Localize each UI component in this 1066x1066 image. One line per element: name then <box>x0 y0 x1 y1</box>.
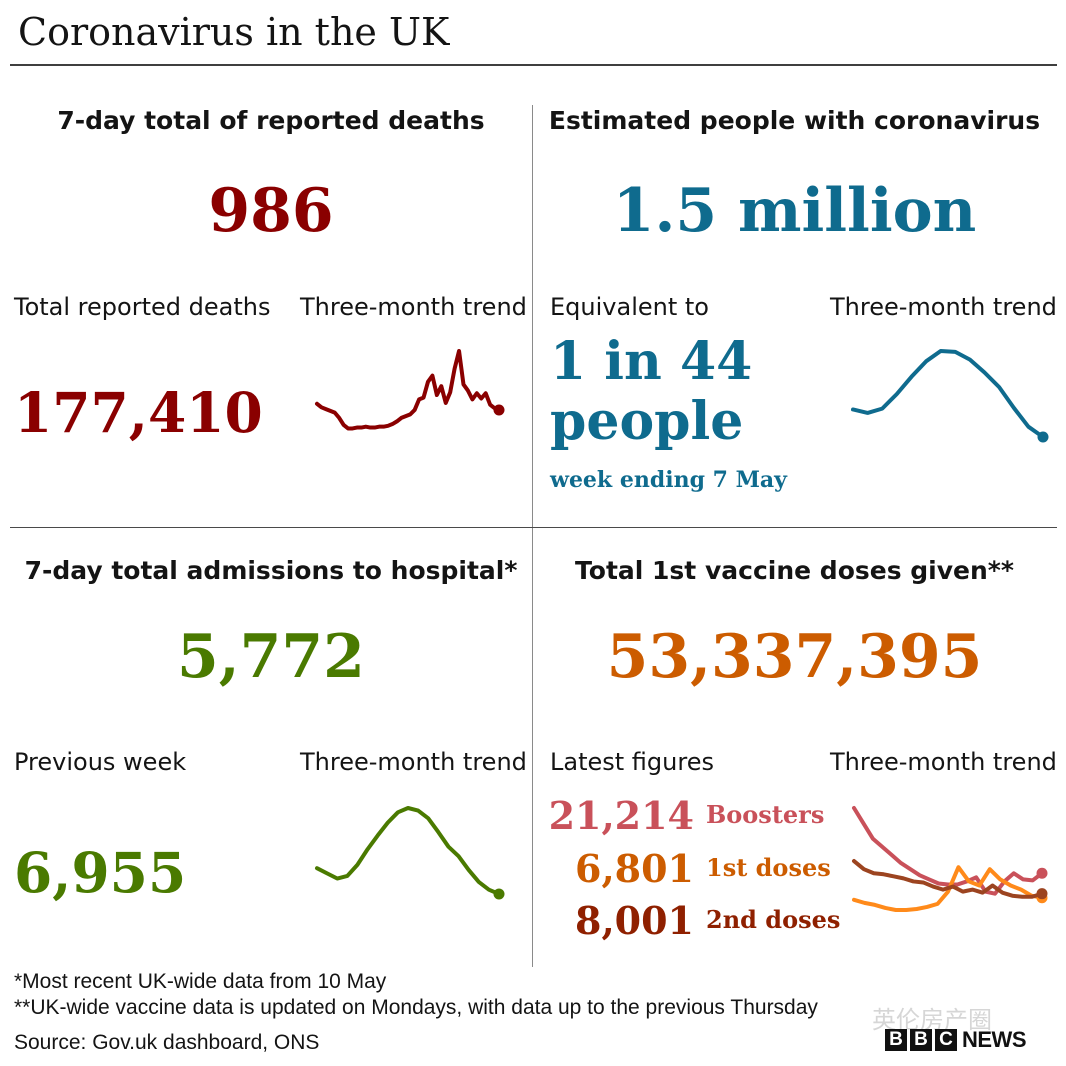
sparkline-estimated-infections <box>851 349 1045 439</box>
panel-title-vaccines: Total 1st vaccine doses given** <box>575 556 1014 585</box>
equivalent-label: Equivalent to <box>550 293 709 321</box>
sparkline-end-dot <box>1036 888 1048 900</box>
bbc-logo-letter-b1: B <box>885 1029 907 1051</box>
panel-title-hospital: 7-day total admissions to hospital* <box>24 556 518 585</box>
source-note: Source: Gov.uk dashboard, ONS <box>14 1031 320 1054</box>
latest-figures-label: Latest figures <box>550 748 714 776</box>
footnote-vaccine: **UK-wide vaccine data is updated on Mon… <box>14 996 818 1019</box>
boosters-label: Boosters <box>706 800 825 829</box>
bbc-logo-letter-c: C <box>935 1029 957 1051</box>
total-deaths-value: 177,410 <box>14 380 263 445</box>
boosters-value: 21,214 <box>548 793 694 838</box>
ratio-value-line1: 1 in 44 <box>550 331 753 392</box>
deaths-trend-sparkline <box>315 349 505 431</box>
second-doses-label: 2nd doses <box>706 905 841 934</box>
sparkline-deaths <box>315 349 501 431</box>
second-doses-value: 8,001 <box>575 898 694 943</box>
hospital-trend-sparkline <box>315 806 505 900</box>
deaths-7day-value: 986 <box>208 176 334 246</box>
vertical-divider <box>532 105 533 967</box>
first-doses-label: 1st doses <box>706 853 831 882</box>
total-deaths-label: Total reported deaths <box>14 293 271 321</box>
sparkline-end-dot <box>493 404 505 416</box>
first-doses-value: 6,801 <box>575 846 694 891</box>
sparkline-end-dot <box>1037 431 1049 443</box>
previous-week-label: Previous week <box>14 748 187 776</box>
sparkline-admissions <box>315 806 501 896</box>
sparkline-2nd-doses <box>852 859 1044 899</box>
infections-trend-label: Three-month trend <box>830 293 1057 321</box>
previous-week-value: 6,955 <box>14 840 187 905</box>
deaths-trend-label: Three-month trend <box>300 293 527 321</box>
hospital-trend-label: Three-month trend <box>300 748 527 776</box>
vaccines-trend-label: Three-month trend <box>830 748 1057 776</box>
page-title: Coronavirus in the UK <box>18 10 450 54</box>
footnote-hospital: *Most recent UK-wide data from 10 May <box>14 970 387 993</box>
sparkline-end-dot <box>1036 867 1048 879</box>
sparkline-1st-doses <box>852 865 1044 912</box>
hospital-7day-value: 5,772 <box>177 622 365 692</box>
sparkline-boosters <box>852 806 1044 896</box>
sparkline-end-dot <box>493 888 505 900</box>
bbc-news-logo: B B C NEWS <box>885 1027 1027 1053</box>
week-ending-note: week ending 7 May <box>550 467 787 493</box>
infections-trend-sparkline <box>851 349 1049 443</box>
bbc-logo-news: NEWS <box>962 1027 1027 1052</box>
vaccine-total-value: 53,337,395 <box>606 622 983 692</box>
horizontal-divider <box>10 527 1057 528</box>
ratio-value-line2: people <box>550 391 744 452</box>
title-divider <box>10 64 1057 66</box>
panel-title-infections: Estimated people with coronavirus <box>548 106 1041 135</box>
infections-value: 1.5 million <box>612 176 977 246</box>
bbc-logo-letter-b2: B <box>910 1029 932 1051</box>
panel-title-deaths: 7-day total of reported deaths <box>57 106 485 135</box>
vaccines-trend-sparkline <box>852 806 1048 912</box>
